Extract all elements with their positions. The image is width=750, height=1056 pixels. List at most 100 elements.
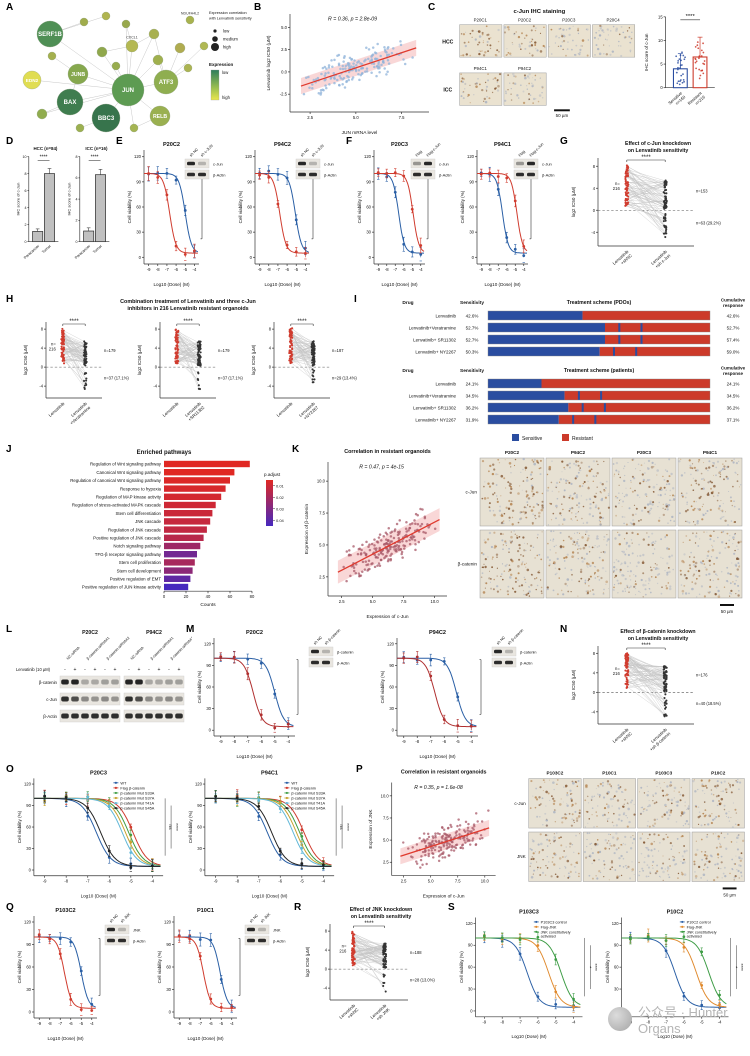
panel-A-network: A SERF1B EDN2 JUNB BAX BBC3 JUN ATF3 RELB CXCL1 ND… (6, 2, 254, 136)
svg-text:30: 30 (206, 706, 211, 711)
dose-response-P94C1: 0 30 60 90 120 -9 -8 -7 -6 -5 -4 Log10 (Dose) (M) Ce… (460, 142, 537, 287)
svg-text:p.adjust: p.adjust (264, 472, 281, 477)
svg-text:Log10 (Dose) (M): Log10 (Dose) (M) (252, 894, 288, 899)
svg-text:2.5: 2.5 (383, 860, 389, 865)
svg-text:-6: -6 (285, 267, 289, 272)
svg-text:7.5: 7.5 (455, 878, 461, 883)
svg-text:Cell viability (%): Cell viability (%) (17, 810, 22, 843)
panel-E-label: E (116, 136, 123, 147)
svg-text:log2 IC50 (µM): log2 IC50 (µM) (23, 344, 28, 375)
svg-text:8: 8 (155, 327, 158, 332)
svg-text:NC-siRNA: NC-siRNA (130, 645, 145, 660)
western-blot: sh NC sh c-JUN c-Jun β-Actin (295, 144, 337, 180)
svg-text:Treatment scheme (patients): Treatment scheme (patients) (564, 368, 635, 374)
svg-text:Stem cell proliferation: Stem cell proliferation (119, 560, 162, 565)
svg-text:34.5%: 34.5% (466, 394, 479, 399)
svg-text:sh NC: sh NC (300, 147, 310, 157)
svg-text:5.0: 5.0 (383, 838, 389, 843)
dose-response-P94C2: 0 30 60 90 120 -9 -8 -7 -6 -5 -4 Log10 (Dose) (M) Ce… (380, 630, 487, 759)
svg-text:-4: -4 (267, 384, 271, 389)
svg-text:Log10 (Dose) (M): Log10 (Dose) (M) (154, 282, 190, 287)
svg-text:Drug: Drug (402, 300, 413, 306)
svg-text:0: 0 (472, 255, 475, 260)
svg-text:8: 8 (24, 172, 26, 176)
gene-network: SERF1B EDN2 JUNB BAX BBC3 JUN ATF3 RELB CXCL1 NDU… (22, 11, 252, 133)
watermark-logo-icon (608, 1007, 632, 1031)
svg-text:-4: -4 (150, 879, 154, 884)
svg-text:Drug: Drug (402, 368, 413, 374)
svg-text:Positive regulation of JUN kin: Positive regulation of JUN kinase activi… (82, 585, 162, 590)
svg-text:90: 90 (389, 663, 394, 668)
svg-text:2.5: 2.5 (339, 599, 345, 604)
svg-text:-6: -6 (174, 267, 178, 272)
panel-O-label: O (6, 764, 14, 775)
svg-text:6: 6 (75, 176, 77, 180)
blot-P20C2: sh NC sh c-JUN c-Jun β-Actin (184, 140, 234, 186)
svg-text:50 µm: 50 µm (721, 609, 734, 614)
svg-text:c-Jun: c-Jun (324, 161, 334, 166)
svg-text:-6: -6 (442, 739, 446, 744)
svg-text:RELB: RELB (153, 114, 167, 120)
svg-text:JNK cascade: JNK cascade (135, 519, 161, 524)
panel-I-label: I (354, 294, 357, 305)
svg-text:7.5: 7.5 (399, 115, 405, 120)
svg-text:-4: -4 (39, 384, 43, 389)
svg-text:120: 120 (204, 641, 212, 646)
svg-text:Lenvatinib: Lenvatinib (162, 401, 180, 418)
svg-text:n=63 (29.2%): n=63 (29.2%) (696, 221, 721, 226)
svg-text:β-catenin Mut S33A: β-catenin Mut S33A (291, 790, 325, 795)
svg-text:0: 0 (269, 365, 272, 370)
svg-text:-: - (104, 667, 106, 673)
svg-text:4: 4 (75, 197, 77, 201)
panel-N-paired: N Effect of β-catenin knockdown on Lenvati… (560, 624, 746, 764)
panel-B-body: 2.5 5.0 7.5 -2.5 0.0 2.5 5.0 JUN mRNA level Lenv… (262, 4, 429, 136)
panel-A-body: SERF1B EDN2 JUNB BAX BBC3 JUN ATF3 RELB CXCL1 NDU… (14, 4, 254, 136)
subpanel-P20C2: 0 30 60 90 120 -9 -8 -7 -6 -5 -4 Log10 (Dose) (M) Ce… (194, 626, 375, 760)
svg-text:n=160: n=160 (674, 94, 686, 106)
svg-text:0: 0 (593, 208, 596, 213)
svg-text:c-Jun: c-Jun (514, 801, 526, 806)
panel-N-body: Effect of β-catenin knockdown on Lenvatin… (568, 626, 746, 764)
svg-text:0: 0 (392, 728, 395, 733)
svg-text:Paracancer: Paracancer (23, 244, 41, 260)
svg-text:90: 90 (206, 663, 211, 668)
paired-ic50-plot: -4 0 4 8 log2 IC50 (µM) **** n=187 n=29 (13.4%)… (251, 319, 357, 421)
svg-text:Enriched pathways: Enriched pathways (137, 450, 192, 456)
svg-text:5.0: 5.0 (370, 599, 376, 604)
svg-text:-5: -5 (273, 739, 277, 744)
svg-text:0: 0 (75, 240, 77, 244)
svg-text:52.7%: 52.7% (466, 338, 479, 343)
blot-P94C2: sh NC sh β-catenin β-catenin β-Actin (491, 628, 557, 674)
svg-text:-4: -4 (522, 267, 526, 272)
svg-text:Flag β-catenin: Flag β-catenin (291, 785, 316, 790)
western-blot: Flag Flag-c-Jun c-Jun β-Actin (410, 142, 452, 180)
svg-text:+: + (114, 667, 117, 673)
svg-text:4: 4 (593, 186, 596, 191)
svg-text:JUNB: JUNB (71, 72, 85, 78)
svg-text:4: 4 (24, 206, 26, 210)
svg-text:Sensitivity: Sensitivity (460, 300, 484, 306)
svg-text:-4: -4 (419, 267, 423, 272)
panel-D-label: D (6, 136, 14, 147)
panel-J-label: J (6, 444, 12, 455)
paired-ic50-plot: -4 0 4 8 log2 IC50 (µM) **** n=179 n=37 (17.1%)… (137, 319, 243, 422)
svg-text:Lenvatinib log2 IC50 (µM): Lenvatinib log2 IC50 (µM) (266, 35, 272, 90)
svg-text:-4: -4 (321, 879, 325, 884)
svg-text:Expression of JNK: Expression of JNK (368, 809, 374, 849)
svg-text:P94C2: P94C2 (146, 630, 162, 636)
panel-I-body: Drug Sensitivity Treatment scheme (PDOs) Cu… (362, 296, 746, 444)
svg-text:-8: -8 (415, 739, 419, 744)
svg-text:0.04: 0.04 (276, 518, 285, 523)
blot-P10C1: sh NC sh JNK JNK β-Actin (244, 906, 294, 952)
panel-S-activation: S 0 30 60 90 120 -9 -8 -7 -6 -5 -4 Log10 (Dose) (M) C… (448, 902, 746, 1046)
svg-text:β-catenin: β-catenin (458, 562, 478, 567)
svg-text:0: 0 (163, 594, 166, 599)
svg-text:n=29 (13.4%): n=29 (13.4%) (332, 375, 357, 380)
panel-R-body: Effect of JNK knockdown on Lenvatinib sen… (302, 904, 446, 1046)
bar-HCC (n=84): HCC (n=84) 0 2 4 6 8 10 IHC score of c-Jun Parac… (16, 146, 59, 260)
svg-text:Correlation in resistant organ: Correlation in resistant organoids (401, 770, 487, 776)
